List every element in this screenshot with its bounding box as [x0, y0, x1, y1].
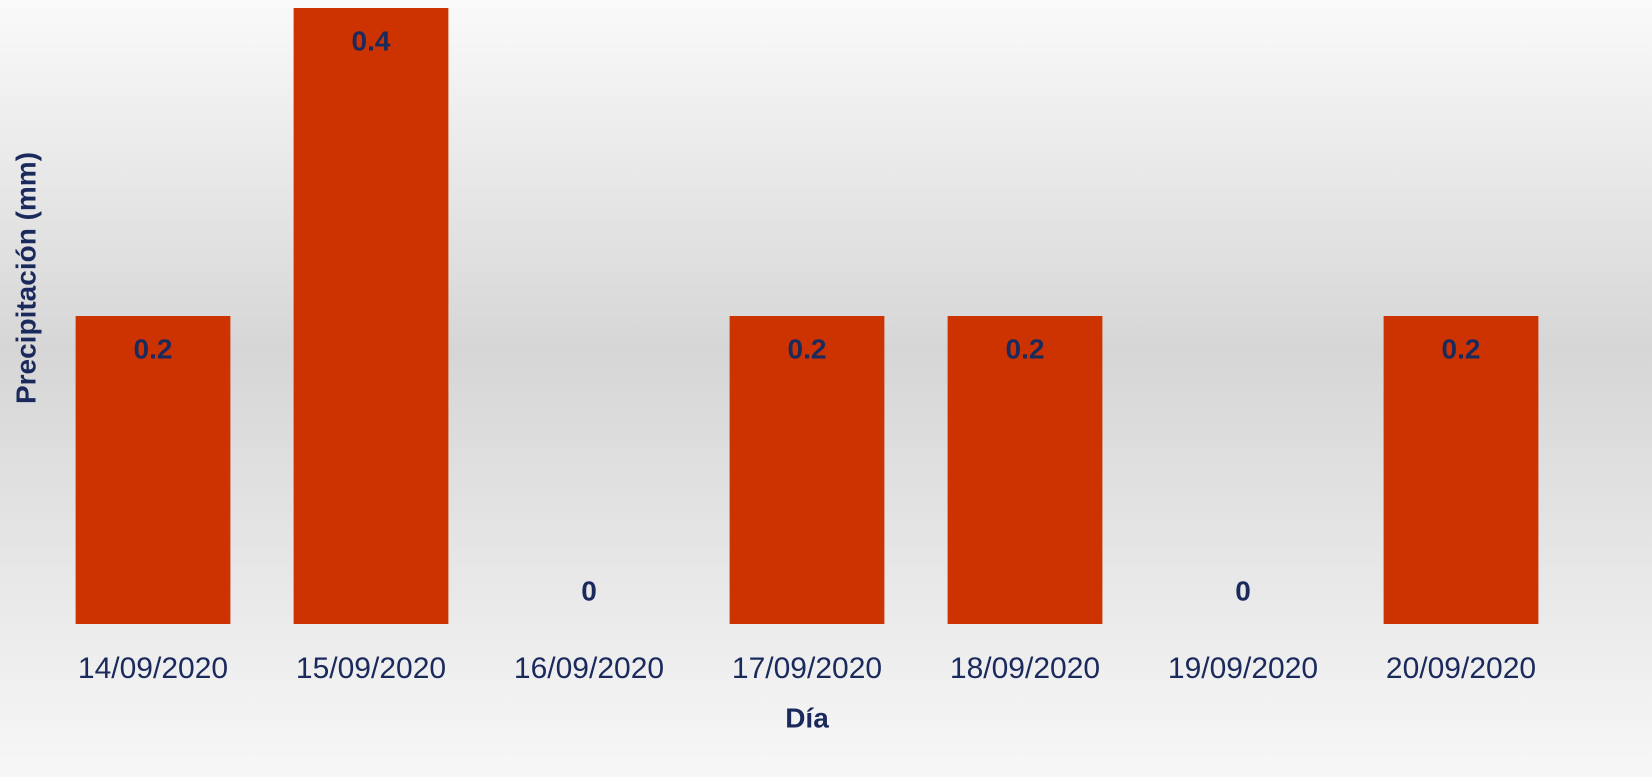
- bar: [1383, 316, 1539, 624]
- bar: [729, 316, 885, 624]
- x-tick-label: 18/09/2020: [950, 652, 1100, 685]
- x-tick-label: 20/09/2020: [1386, 652, 1536, 685]
- y-axis-label: Precipitación (mm): [10, 152, 41, 404]
- data-label: 0.2: [134, 333, 173, 364]
- bar: [75, 316, 231, 624]
- data-label: 0.2: [1006, 333, 1045, 364]
- x-tick-label: 15/09/2020: [296, 652, 446, 685]
- x-axis-label: Día: [785, 702, 829, 733]
- data-label: 0.2: [1442, 333, 1481, 364]
- data-label: 0: [1235, 575, 1251, 606]
- bar: [293, 8, 449, 624]
- x-tick-label: 16/09/2020: [514, 652, 664, 685]
- data-label: 0: [581, 575, 597, 606]
- x-tick-label: 19/09/2020: [1168, 652, 1318, 685]
- bar: [947, 316, 1103, 624]
- data-label: 0.4: [352, 25, 391, 56]
- x-tick-label: 14/09/2020: [78, 652, 228, 685]
- x-tick-label: 17/09/2020: [732, 652, 882, 685]
- data-label: 0.2: [788, 333, 827, 364]
